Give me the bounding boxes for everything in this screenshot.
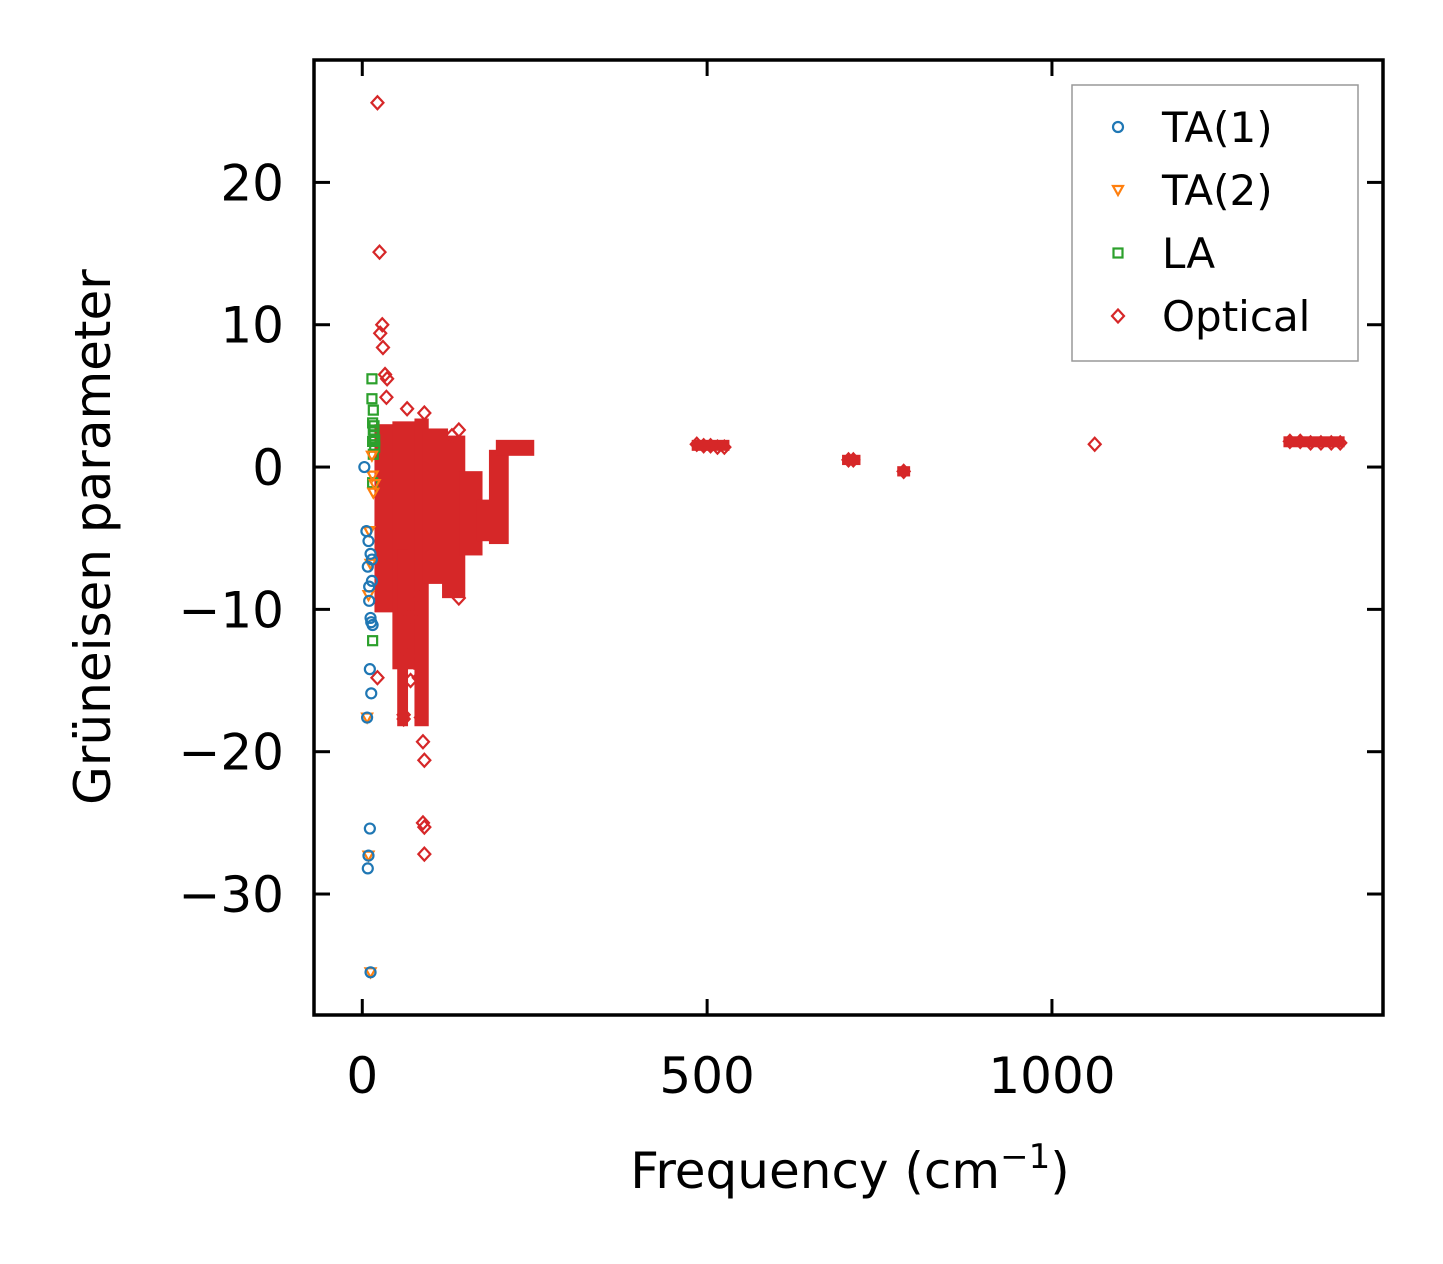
optical-dense-cluster [397,549,409,727]
ta-1-point [363,594,376,607]
optical-point [1332,434,1348,451]
la-point [366,393,378,405]
optical-point [406,653,422,671]
optical-point [1087,436,1103,453]
optical-point [415,814,431,831]
ta-1-point [363,822,376,835]
optical-point [1282,433,1298,450]
ta-1-point [358,460,371,474]
optical-point [369,94,385,111]
legend-label-ta-1: TA(1) [1161,103,1273,152]
legend: TA(1) TA(2) LA Optical [1071,84,1359,362]
optical-dense-cluster [1283,436,1345,448]
plot-area [358,94,1348,980]
ta-1-point [362,849,375,862]
axis-ticks: 0 500 1000 −30 −20 −10 0 10 20 [178,60,1383,1105]
la-point [367,635,379,647]
optical-point [416,752,432,769]
ta-2-point [365,470,380,483]
ta-1-point [365,687,378,700]
la-point [367,417,379,429]
legend-marker-la [1112,247,1124,259]
la-point [367,404,379,416]
legend-item-la: LA [1112,229,1215,278]
optical-point [375,339,391,356]
optical-point [416,846,432,863]
optical-point [378,389,394,406]
la-point [368,420,380,432]
legend-item-ta-1: TA(1) [1111,103,1273,152]
optical-point [413,709,429,726]
optical-point [416,404,432,422]
la-point [366,373,378,385]
optical-point [396,639,412,656]
ta-1-point [363,580,376,593]
la-point [369,434,381,446]
ta-1-point [361,711,374,724]
x-axis-label: Frequency (cm−1) [630,1137,1070,1200]
optical-point [451,589,467,607]
optical-point [444,427,460,444]
legend-marker-ta-2 [1111,184,1125,198]
optical-point [1303,434,1319,451]
la-point [367,435,379,448]
y-tick-label: 0 [252,439,284,497]
optical-point [1292,433,1308,450]
y-tick-label: −10 [178,581,284,639]
series-optical [369,94,1348,863]
optical-point [403,606,419,624]
x-tick-label: 500 [659,1047,754,1105]
y-tick-label: −20 [178,724,284,782]
y-tick-label: 20 [220,154,284,212]
ta-1-point [362,534,375,548]
ta-1-point [365,553,379,566]
legend-label-la: LA [1162,229,1215,278]
ta-1-point [364,966,377,979]
optical-point [716,439,732,456]
optical-point [451,421,467,439]
optical-point [896,463,912,480]
x-tick-label: 1000 [988,1047,1115,1105]
optical-point [374,316,390,333]
x-tick-label: 0 [346,1047,378,1105]
legend-label-ta-2: TA(2) [1161,166,1273,215]
optical-point [841,451,856,469]
y-tick-label: −30 [178,866,284,924]
optical-point [415,733,431,750]
optical-point [1313,434,1329,451]
optical-dense-cluster [897,466,911,477]
ta-1-point [361,862,374,875]
ta-1-point [365,574,379,588]
ta-1-point [363,663,376,676]
optical-point [411,669,427,686]
legend-marker-ta-1 [1111,120,1125,134]
optical-point [416,819,432,836]
ta-2-point [365,450,379,463]
legend-item-optical: Optical [1110,292,1310,341]
optical-point [845,451,861,469]
y-tick-label: 10 [220,297,284,355]
optical-point [379,370,395,387]
legend-item-ta-2: TA(2) [1111,166,1273,215]
optical-point [372,244,388,261]
series-ta-1 [358,460,379,979]
y-axis-label: Grüneisen parameter [64,269,122,805]
optical-dense-cluster [488,449,509,545]
optical-point [377,366,393,383]
optical-dense-cluster [495,439,535,456]
legend-marker-optical [1110,307,1126,325]
axes-frame [312,58,1385,1017]
optical-point [409,588,425,605]
optical-point [372,325,388,342]
ta-1-point [364,547,377,560]
legend-label-optical: Optical [1162,292,1310,341]
ta-2-point [367,479,382,492]
optical-dense-cluster [842,454,861,466]
ta-1-point [365,616,378,629]
optical-point [396,706,412,723]
optical-point [399,400,415,417]
optical-point [369,669,385,686]
